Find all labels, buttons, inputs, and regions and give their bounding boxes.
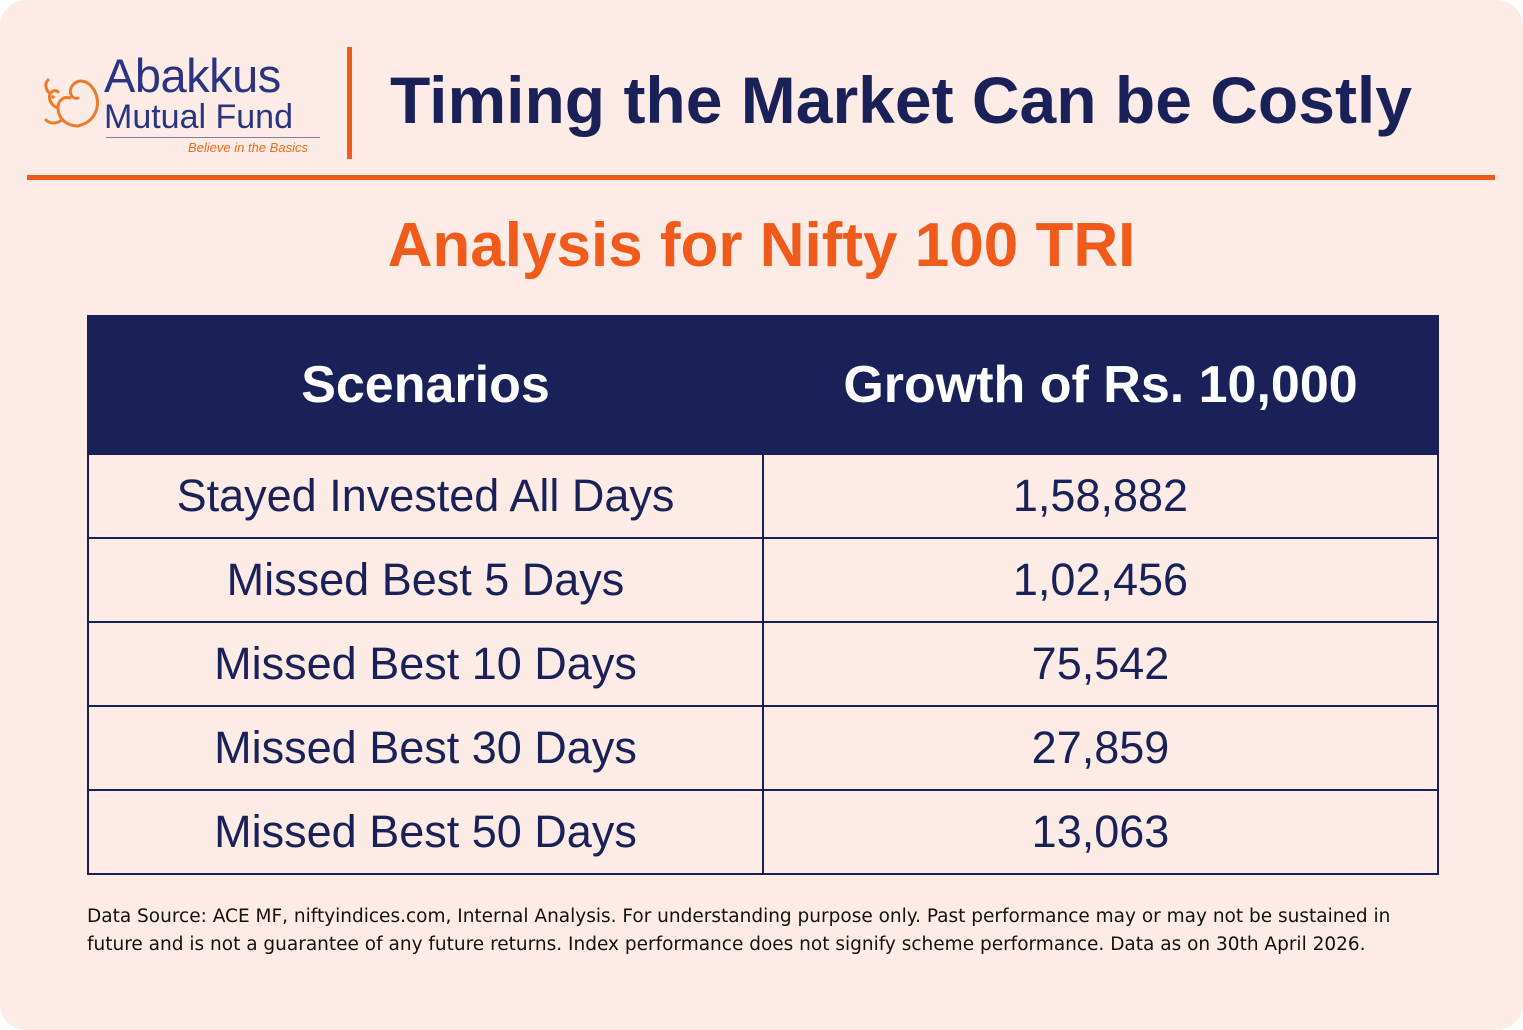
brand-logo: Abakkus Mutual Fund Believe in the Basic… — [38, 52, 328, 162]
page-title: Timing the Market Can be Costly — [390, 63, 1412, 137]
table-row: Missed Best 50 Days 13,063 — [87, 789, 1439, 875]
table-header-row: Scenarios Growth of Rs. 10,000 — [87, 315, 1439, 455]
growth-table: Scenarios Growth of Rs. 10,000 Stayed In… — [87, 315, 1439, 875]
brand-tagline: Believe in the Basics — [188, 140, 308, 155]
growth-value-cell: 27,859 — [762, 705, 1439, 791]
scenario-cell: Stayed Invested All Days — [87, 453, 764, 539]
growth-value-cell: 75,542 — [762, 621, 1439, 707]
brand-name: Abakkus — [104, 49, 281, 102]
table-row: Missed Best 5 Days 1,02,456 — [87, 537, 1439, 623]
table-row: Missed Best 10 Days 75,542 — [87, 621, 1439, 707]
growth-value-cell: 1,02,456 — [762, 537, 1439, 623]
header-rule — [27, 175, 1495, 180]
header-scenarios: Scenarios — [87, 315, 764, 455]
logo-underline — [106, 137, 320, 138]
header-divider — [347, 47, 352, 159]
header-growth: Growth of Rs. 10,000 — [762, 315, 1439, 455]
scenario-cell: Missed Best 50 Days — [87, 789, 764, 875]
brand-subtitle: Mutual Fund — [104, 98, 293, 136]
squirrel-logo-icon — [44, 78, 99, 128]
data-source-footnote: Data Source: ACE MF, niftyindices.com, I… — [87, 906, 1391, 955]
table-row: Missed Best 30 Days 27,859 — [87, 705, 1439, 791]
scenario-cell: Missed Best 5 Days — [87, 537, 764, 623]
growth-value-cell: 1,58,882 — [762, 453, 1439, 539]
analysis-subtitle: Analysis for Nifty 100 TRI — [387, 211, 1136, 280]
scenario-cell: Missed Best 10 Days — [87, 621, 764, 707]
table-row: Stayed Invested All Days 1,58,882 — [87, 453, 1439, 539]
growth-value-cell: 13,063 — [762, 789, 1439, 875]
scenario-cell: Missed Best 30 Days — [87, 705, 764, 791]
